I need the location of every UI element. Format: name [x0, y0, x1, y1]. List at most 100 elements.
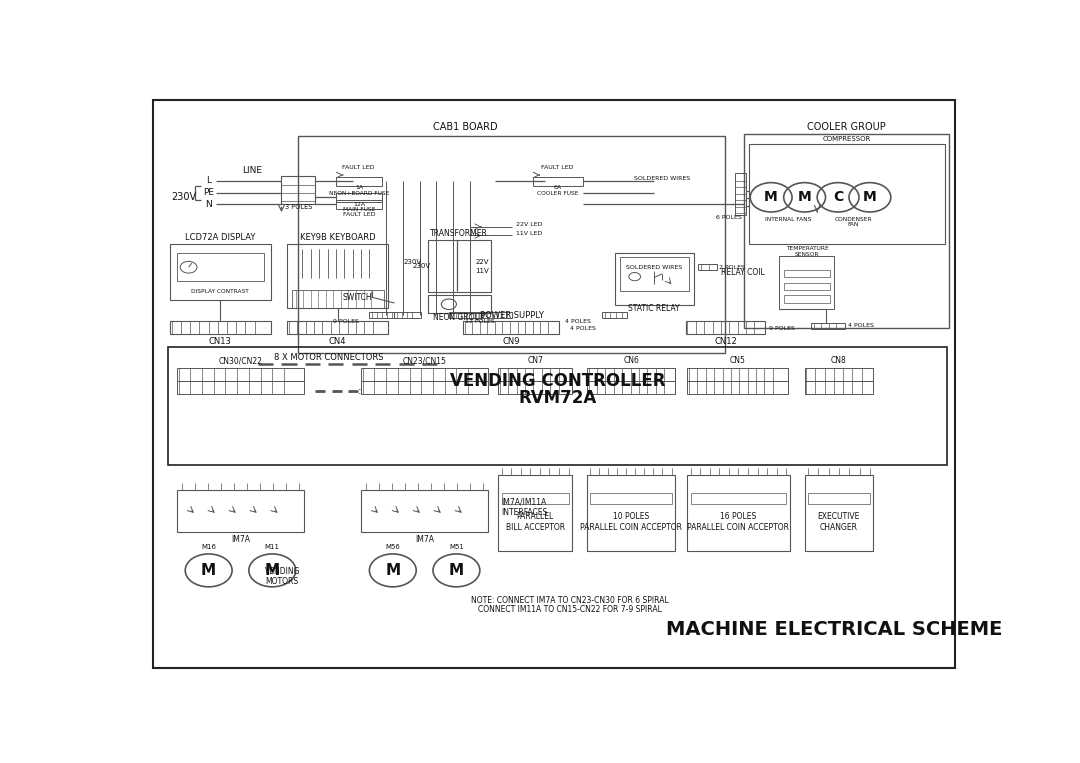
- Bar: [602, 313, 627, 318]
- Text: 9 POLES: 9 POLES: [333, 319, 359, 324]
- Text: 22V LED: 22V LED: [516, 223, 542, 227]
- Text: DISPLAY CONTRAST: DISPLAY CONTRAST: [191, 289, 249, 294]
- Text: 22V: 22V: [475, 259, 489, 265]
- Text: POWER SUPPLY: POWER SUPPLY: [480, 311, 543, 320]
- Bar: [336, 177, 382, 185]
- Bar: [591, 493, 672, 504]
- Text: 230V: 230V: [413, 263, 430, 269]
- Text: VENDING
MOTORS: VENDING MOTORS: [265, 567, 300, 586]
- Bar: [620, 257, 689, 291]
- Bar: [691, 493, 786, 504]
- Text: SOLDERED WIRES: SOLDERED WIRES: [626, 266, 681, 270]
- Text: MACHINE ELECTRICAL SCHEME: MACHINE ELECTRICAL SCHEME: [665, 620, 1002, 639]
- Bar: [177, 368, 305, 381]
- Text: M56: M56: [386, 544, 401, 550]
- Text: M: M: [386, 563, 401, 578]
- Text: 9 POLES: 9 POLES: [769, 327, 795, 331]
- Bar: [361, 368, 488, 381]
- Bar: [686, 320, 766, 333]
- Bar: [735, 172, 746, 215]
- Bar: [588, 368, 675, 381]
- Text: VENDING CONTROLLER: VENDING CONTROLLER: [450, 372, 665, 390]
- Text: COOLER FUSE: COOLER FUSE: [537, 192, 579, 196]
- Text: TEMPERATURE
SENSOR: TEMPERATURE SENSOR: [786, 246, 828, 257]
- Text: CN8: CN8: [831, 356, 847, 365]
- Bar: [588, 381, 675, 394]
- Bar: [361, 381, 488, 394]
- Bar: [498, 381, 572, 394]
- Bar: [177, 253, 264, 282]
- Text: 11V LED: 11V LED: [516, 231, 542, 237]
- Bar: [805, 368, 874, 381]
- Text: M: M: [265, 563, 280, 578]
- Bar: [292, 290, 383, 307]
- Bar: [805, 475, 874, 551]
- Text: NEON+BOARD FUSE: NEON+BOARD FUSE: [329, 192, 390, 196]
- Text: IM7A: IM7A: [415, 535, 434, 544]
- Bar: [449, 313, 512, 318]
- Text: KEY9B KEYBOARD: KEY9B KEYBOARD: [300, 233, 376, 242]
- Text: IM7A/IM11A
INTERFACES: IM7A/IM11A INTERFACES: [501, 497, 546, 517]
- Text: CN13: CN13: [208, 337, 232, 346]
- Bar: [336, 200, 382, 209]
- Text: 2 POLES: 2 POLES: [719, 266, 745, 270]
- Text: EXECUTIVE
CHANGER: EXECUTIVE CHANGER: [818, 512, 860, 532]
- Bar: [369, 313, 421, 318]
- Text: IM7A: IM7A: [231, 535, 249, 544]
- Text: 12 POLES: 12 POLES: [465, 319, 495, 324]
- Text: :: :: [357, 386, 361, 396]
- Text: 4 POLES: 4 POLES: [848, 324, 874, 329]
- Text: CN9: CN9: [503, 337, 521, 346]
- Text: N: N: [205, 200, 212, 209]
- Bar: [688, 381, 788, 394]
- Bar: [498, 475, 572, 551]
- Text: M16: M16: [201, 544, 216, 550]
- Text: M51: M51: [449, 544, 463, 550]
- Text: SWITCH: SWITCH: [342, 293, 372, 302]
- Bar: [168, 347, 947, 465]
- Text: CN4: CN4: [328, 337, 347, 346]
- Text: COOLER GROUP: COOLER GROUP: [807, 122, 886, 132]
- Text: PE: PE: [203, 188, 214, 197]
- Text: 6 POLES: 6 POLES: [716, 215, 742, 221]
- Text: COMPRESSOR: COMPRESSOR: [822, 136, 870, 142]
- Text: CN12: CN12: [715, 337, 738, 346]
- Bar: [501, 493, 568, 504]
- Bar: [287, 244, 388, 307]
- Bar: [177, 490, 305, 533]
- Text: 4 POLES: 4 POLES: [570, 327, 596, 331]
- Text: 11V: 11V: [475, 268, 489, 274]
- Bar: [298, 136, 725, 353]
- Text: STATIC RELAY: STATIC RELAY: [629, 304, 679, 314]
- Text: M11: M11: [265, 544, 280, 550]
- Text: FAULT LED: FAULT LED: [541, 166, 573, 170]
- Bar: [361, 490, 488, 533]
- Bar: [784, 269, 829, 277]
- Text: SOLDERED WIRES: SOLDERED WIRES: [634, 176, 690, 181]
- Bar: [171, 244, 271, 300]
- Text: 1A: 1A: [355, 185, 363, 191]
- Bar: [428, 240, 490, 292]
- Text: CN7: CN7: [527, 356, 543, 365]
- Bar: [811, 323, 845, 329]
- Text: 6A: 6A: [554, 185, 562, 191]
- Text: NOTE: CONNECT IM7A TO CN23-CN30 FOR 6 SPIRAL: NOTE: CONNECT IM7A TO CN23-CN30 FOR 6 SP…: [471, 596, 670, 605]
- Text: CN23/CN15: CN23/CN15: [403, 356, 446, 365]
- Bar: [688, 368, 788, 381]
- Bar: [784, 282, 829, 290]
- Text: INTERNAL FANS: INTERNAL FANS: [765, 217, 811, 222]
- Text: RVM72A: RVM72A: [518, 389, 597, 407]
- Text: CONDENSER
FAN: CONDENSER FAN: [835, 217, 872, 227]
- Bar: [428, 295, 490, 313]
- Bar: [171, 320, 271, 333]
- Bar: [805, 381, 874, 394]
- Bar: [784, 295, 829, 303]
- Text: CN6: CN6: [623, 356, 639, 365]
- Text: TRANSFORMER: TRANSFORMER: [430, 229, 488, 238]
- Bar: [177, 381, 305, 394]
- Text: NEON GROUP: NEON GROUP: [433, 314, 485, 322]
- Bar: [699, 264, 717, 270]
- Text: FAULT LED: FAULT LED: [343, 212, 376, 217]
- Bar: [615, 253, 694, 305]
- Bar: [336, 193, 382, 202]
